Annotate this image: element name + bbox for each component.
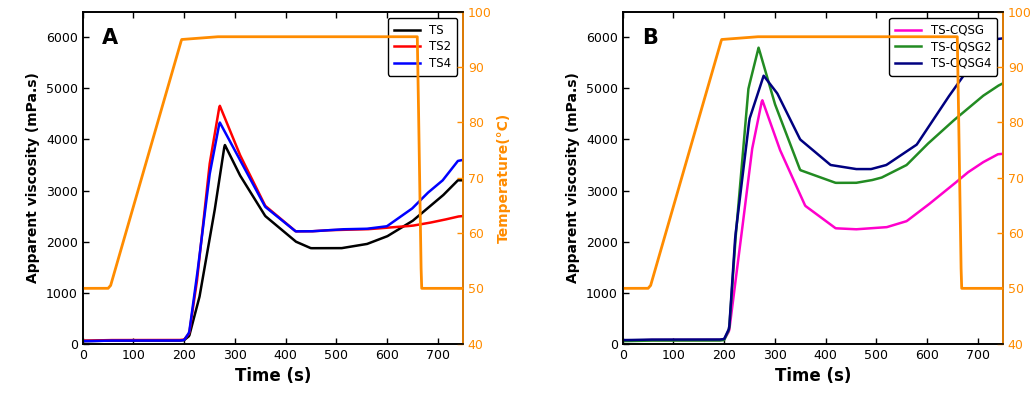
Y-axis label: Temperature(°C): Temperature(°C) xyxy=(497,113,511,243)
TS xyxy=(175,338,187,343)
TS2 xyxy=(301,229,313,234)
TS4 xyxy=(175,338,187,343)
TS4 xyxy=(364,226,376,231)
TS-CQSG xyxy=(871,226,883,230)
TS-CQSG4 xyxy=(997,36,1009,41)
TS-CQSG4 xyxy=(903,147,915,152)
TS-CQSG2 xyxy=(753,45,765,50)
TS2 xyxy=(175,338,187,342)
TS-CQSG2 xyxy=(842,181,854,185)
Line: TS4: TS4 xyxy=(83,122,463,341)
TS xyxy=(219,143,232,147)
TS4 xyxy=(144,338,156,343)
TS-CQSG xyxy=(714,338,727,342)
TS-CQSG2 xyxy=(789,155,801,160)
TS xyxy=(457,178,469,182)
TS-CQSG2 xyxy=(997,81,1009,86)
TS2 xyxy=(144,338,156,342)
TS2 xyxy=(364,227,376,231)
TS4 xyxy=(249,186,262,191)
TS-CQSG4 xyxy=(714,337,727,342)
TS-CQSG xyxy=(904,216,916,221)
TS-CQSG2 xyxy=(871,177,883,181)
TS-CQSG xyxy=(756,98,768,103)
TS-CQSG2 xyxy=(616,339,629,344)
TS-CQSG xyxy=(789,182,801,186)
Legend: TS-CQSG, TS-CQSG2, TS-CQSG4: TS-CQSG, TS-CQSG2, TS-CQSG4 xyxy=(889,18,997,75)
TS-CQSG4 xyxy=(871,165,883,170)
TS4 xyxy=(301,229,313,234)
X-axis label: Time (s): Time (s) xyxy=(774,367,851,385)
TS2 xyxy=(249,184,262,188)
Y-axis label: Apparent viscosity (mPa.s): Apparent viscosity (mPa.s) xyxy=(26,72,40,283)
TS2 xyxy=(214,103,226,108)
TS4 xyxy=(331,227,343,232)
TS xyxy=(301,245,313,249)
TS-CQSG2 xyxy=(683,338,696,343)
Line: TS-CQSG4: TS-CQSG4 xyxy=(622,38,1003,340)
TS-CQSG xyxy=(842,226,854,231)
TS4 xyxy=(457,158,469,162)
TS-CQSG xyxy=(683,338,696,342)
Line: TS2: TS2 xyxy=(83,106,463,340)
TS-CQSG4 xyxy=(789,126,801,131)
TS xyxy=(144,338,156,343)
TS-CQSG4 xyxy=(616,338,629,342)
TS xyxy=(331,246,343,250)
Y-axis label: Apparent viscosity (mPa.s): Apparent viscosity (mPa.s) xyxy=(567,72,580,283)
Line: TS-CQSG2: TS-CQSG2 xyxy=(622,48,1003,341)
TS2 xyxy=(77,338,89,343)
TS-CQSG xyxy=(616,338,629,343)
TS-CQSG2 xyxy=(904,160,916,164)
Line: TS: TS xyxy=(83,145,463,341)
Text: A: A xyxy=(101,28,118,49)
Legend: TS, TS2, TS4: TS, TS2, TS4 xyxy=(388,18,457,75)
TS4 xyxy=(77,339,89,344)
TS xyxy=(249,198,262,203)
TS-CQSG4 xyxy=(683,337,696,342)
TS4 xyxy=(214,120,226,125)
TS xyxy=(364,241,376,245)
TS-CQSG xyxy=(997,151,1009,156)
X-axis label: Time (s): Time (s) xyxy=(235,367,311,385)
TS2 xyxy=(331,228,343,232)
Line: TS-CQSG: TS-CQSG xyxy=(622,100,1003,340)
TS-CQSG4 xyxy=(841,165,853,170)
TS-CQSG2 xyxy=(714,338,727,343)
TS2 xyxy=(457,214,469,218)
Text: B: B xyxy=(642,28,658,49)
TS xyxy=(77,339,89,344)
